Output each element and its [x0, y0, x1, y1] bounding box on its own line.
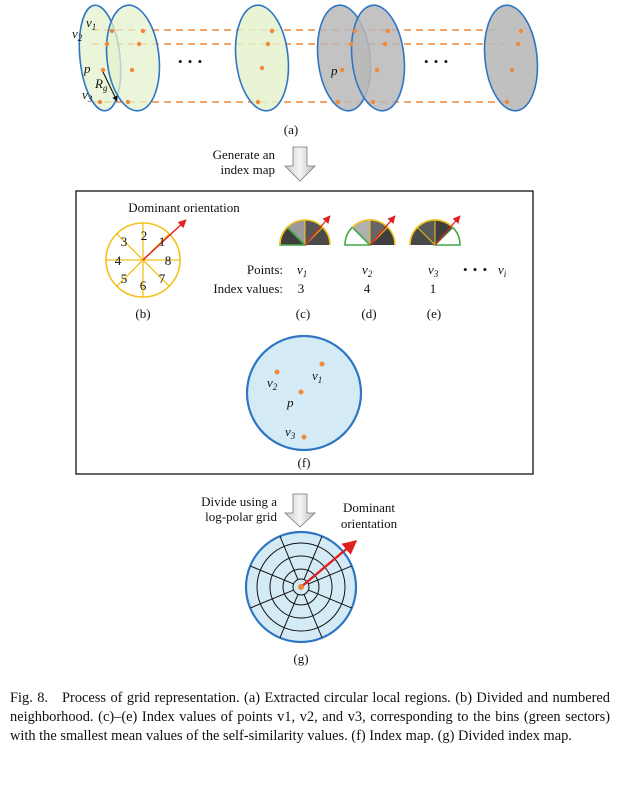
- label-d: (d): [361, 306, 376, 321]
- f-label-v1: v1: [312, 368, 322, 385]
- dominant-orientation-arrow-e: [434, 215, 461, 246]
- index-d: 4: [364, 281, 371, 296]
- dominant-text-2: orientation: [341, 516, 398, 531]
- log-polar-spokes: [249, 535, 353, 639]
- region-ellipse-5: [350, 4, 406, 112]
- dominant-orientation-arrow-b: [142, 219, 187, 261]
- label-a: (a): [284, 122, 298, 137]
- dominant-orientation-arrow-c: [304, 215, 331, 246]
- sector-numbers: 1 2 3 4 5 6 7 8: [115, 228, 172, 293]
- label-v3: v3: [82, 87, 93, 104]
- down-arrow-2-shape: [283, 493, 317, 528]
- panel-f-dots: [274, 361, 325, 440]
- caption-figure-number: Fig. 8.: [10, 690, 49, 706]
- label-v2: v2: [72, 26, 83, 43]
- label-g: (g): [293, 651, 308, 666]
- sector-num-6: 6: [140, 278, 147, 293]
- arrow-1-text-1: Generate an: [213, 147, 276, 162]
- f-label-v2: v2: [267, 375, 278, 392]
- step-arrow-1: Generate an index map: [213, 146, 316, 182]
- down-arrow-1-shape: [284, 146, 316, 182]
- panel-b: Dominant orientation 1 2 3 4 5 6 7 8 (b): [105, 200, 240, 321]
- fan-d: [344, 215, 396, 246]
- step-arrow-2: Divide using a log-polar grid Dominant o…: [201, 493, 398, 531]
- label-rg: Rg: [94, 76, 108, 93]
- arrow-2-text-2: log-polar grid: [205, 509, 277, 524]
- ellipsis-right: • • •: [424, 54, 449, 69]
- figure-caption: Fig. 8. Process of grid representation. (…: [10, 689, 610, 746]
- log-polar-spoke: [249, 565, 294, 585]
- points-table: Points: Index values: v1 v2 v3 • • • vi …: [213, 262, 506, 321]
- dominant-orientation-arrow-g: [300, 540, 358, 588]
- log-polar-spoke: [303, 535, 323, 580]
- label-b: (b): [135, 306, 150, 321]
- sector-num-3: 3: [121, 234, 128, 249]
- point-e: v3: [428, 262, 439, 279]
- arrow-2-text-1: Divide using a: [201, 494, 277, 509]
- sector-num-8: 8: [165, 253, 172, 268]
- panel-a: v1 v2 p Rg v3 p • • • • • • (a): [72, 4, 539, 137]
- center-point: [298, 584, 304, 590]
- log-polar-spoke: [308, 589, 353, 609]
- sector-num-7: 7: [159, 271, 166, 286]
- point-d: v2: [362, 262, 373, 279]
- label-c: (c): [296, 306, 310, 321]
- ellipsis-left: • • •: [178, 54, 203, 69]
- log-polar-spoke: [303, 594, 323, 639]
- fan-e: [409, 215, 461, 246]
- log-polar-spoke: [279, 535, 299, 580]
- label-e: (e): [427, 306, 441, 321]
- sector-num-5: 5: [121, 271, 128, 286]
- sector-num-2: 2: [141, 228, 148, 243]
- caption-text: Process of grid representation. (a) Extr…: [10, 690, 610, 744]
- dominant-orientation-arrow-d: [369, 215, 396, 246]
- index-map-circle: [245, 334, 363, 452]
- index-e: 1: [430, 281, 437, 296]
- point-vi: vi: [498, 262, 507, 279]
- label-f: (f): [298, 455, 311, 470]
- log-polar-spoke: [308, 565, 353, 585]
- sector-num-4: 4: [115, 253, 122, 268]
- radius-arrow: [102, 71, 118, 102]
- index-c: 3: [298, 281, 305, 296]
- panel-b-title: Dominant orientation: [128, 200, 240, 215]
- region-ellipse-3: [234, 4, 290, 112]
- panel-f: v2 v1 p v3 (f): [245, 334, 363, 470]
- f-label-v3: v3: [285, 424, 296, 441]
- log-polar-spoke: [279, 594, 299, 639]
- label-p: p: [83, 61, 91, 76]
- panel-a-dots: [97, 28, 524, 105]
- label-v1: v1: [86, 15, 96, 32]
- fan-c: [279, 215, 331, 246]
- panel-g: (g): [244, 530, 358, 666]
- sector-num-1: 1: [159, 234, 166, 249]
- panel-a-dashed-lines: [92, 29, 510, 103]
- region-ellipse-2: [105, 4, 161, 112]
- label-p-gray: p: [330, 63, 338, 78]
- log-polar-rings: [256, 542, 346, 632]
- index-map-box: [75, 190, 534, 475]
- log-polar-spoke: [249, 589, 294, 609]
- arrow-1-text-2: index map: [220, 162, 275, 177]
- index-values-label: Index values:: [213, 281, 283, 296]
- region-ellipse-6: [483, 4, 539, 112]
- figure-canvas: v1 v2 p Rg v3 p • • • • • • (a) Generate…: [72, 4, 539, 666]
- points-ellipsis: • • •: [463, 262, 488, 277]
- dominant-text-1: Dominant: [343, 500, 395, 515]
- points-label: Points:: [247, 262, 283, 277]
- point-c: v1: [297, 262, 307, 279]
- f-label-p: p: [286, 395, 294, 410]
